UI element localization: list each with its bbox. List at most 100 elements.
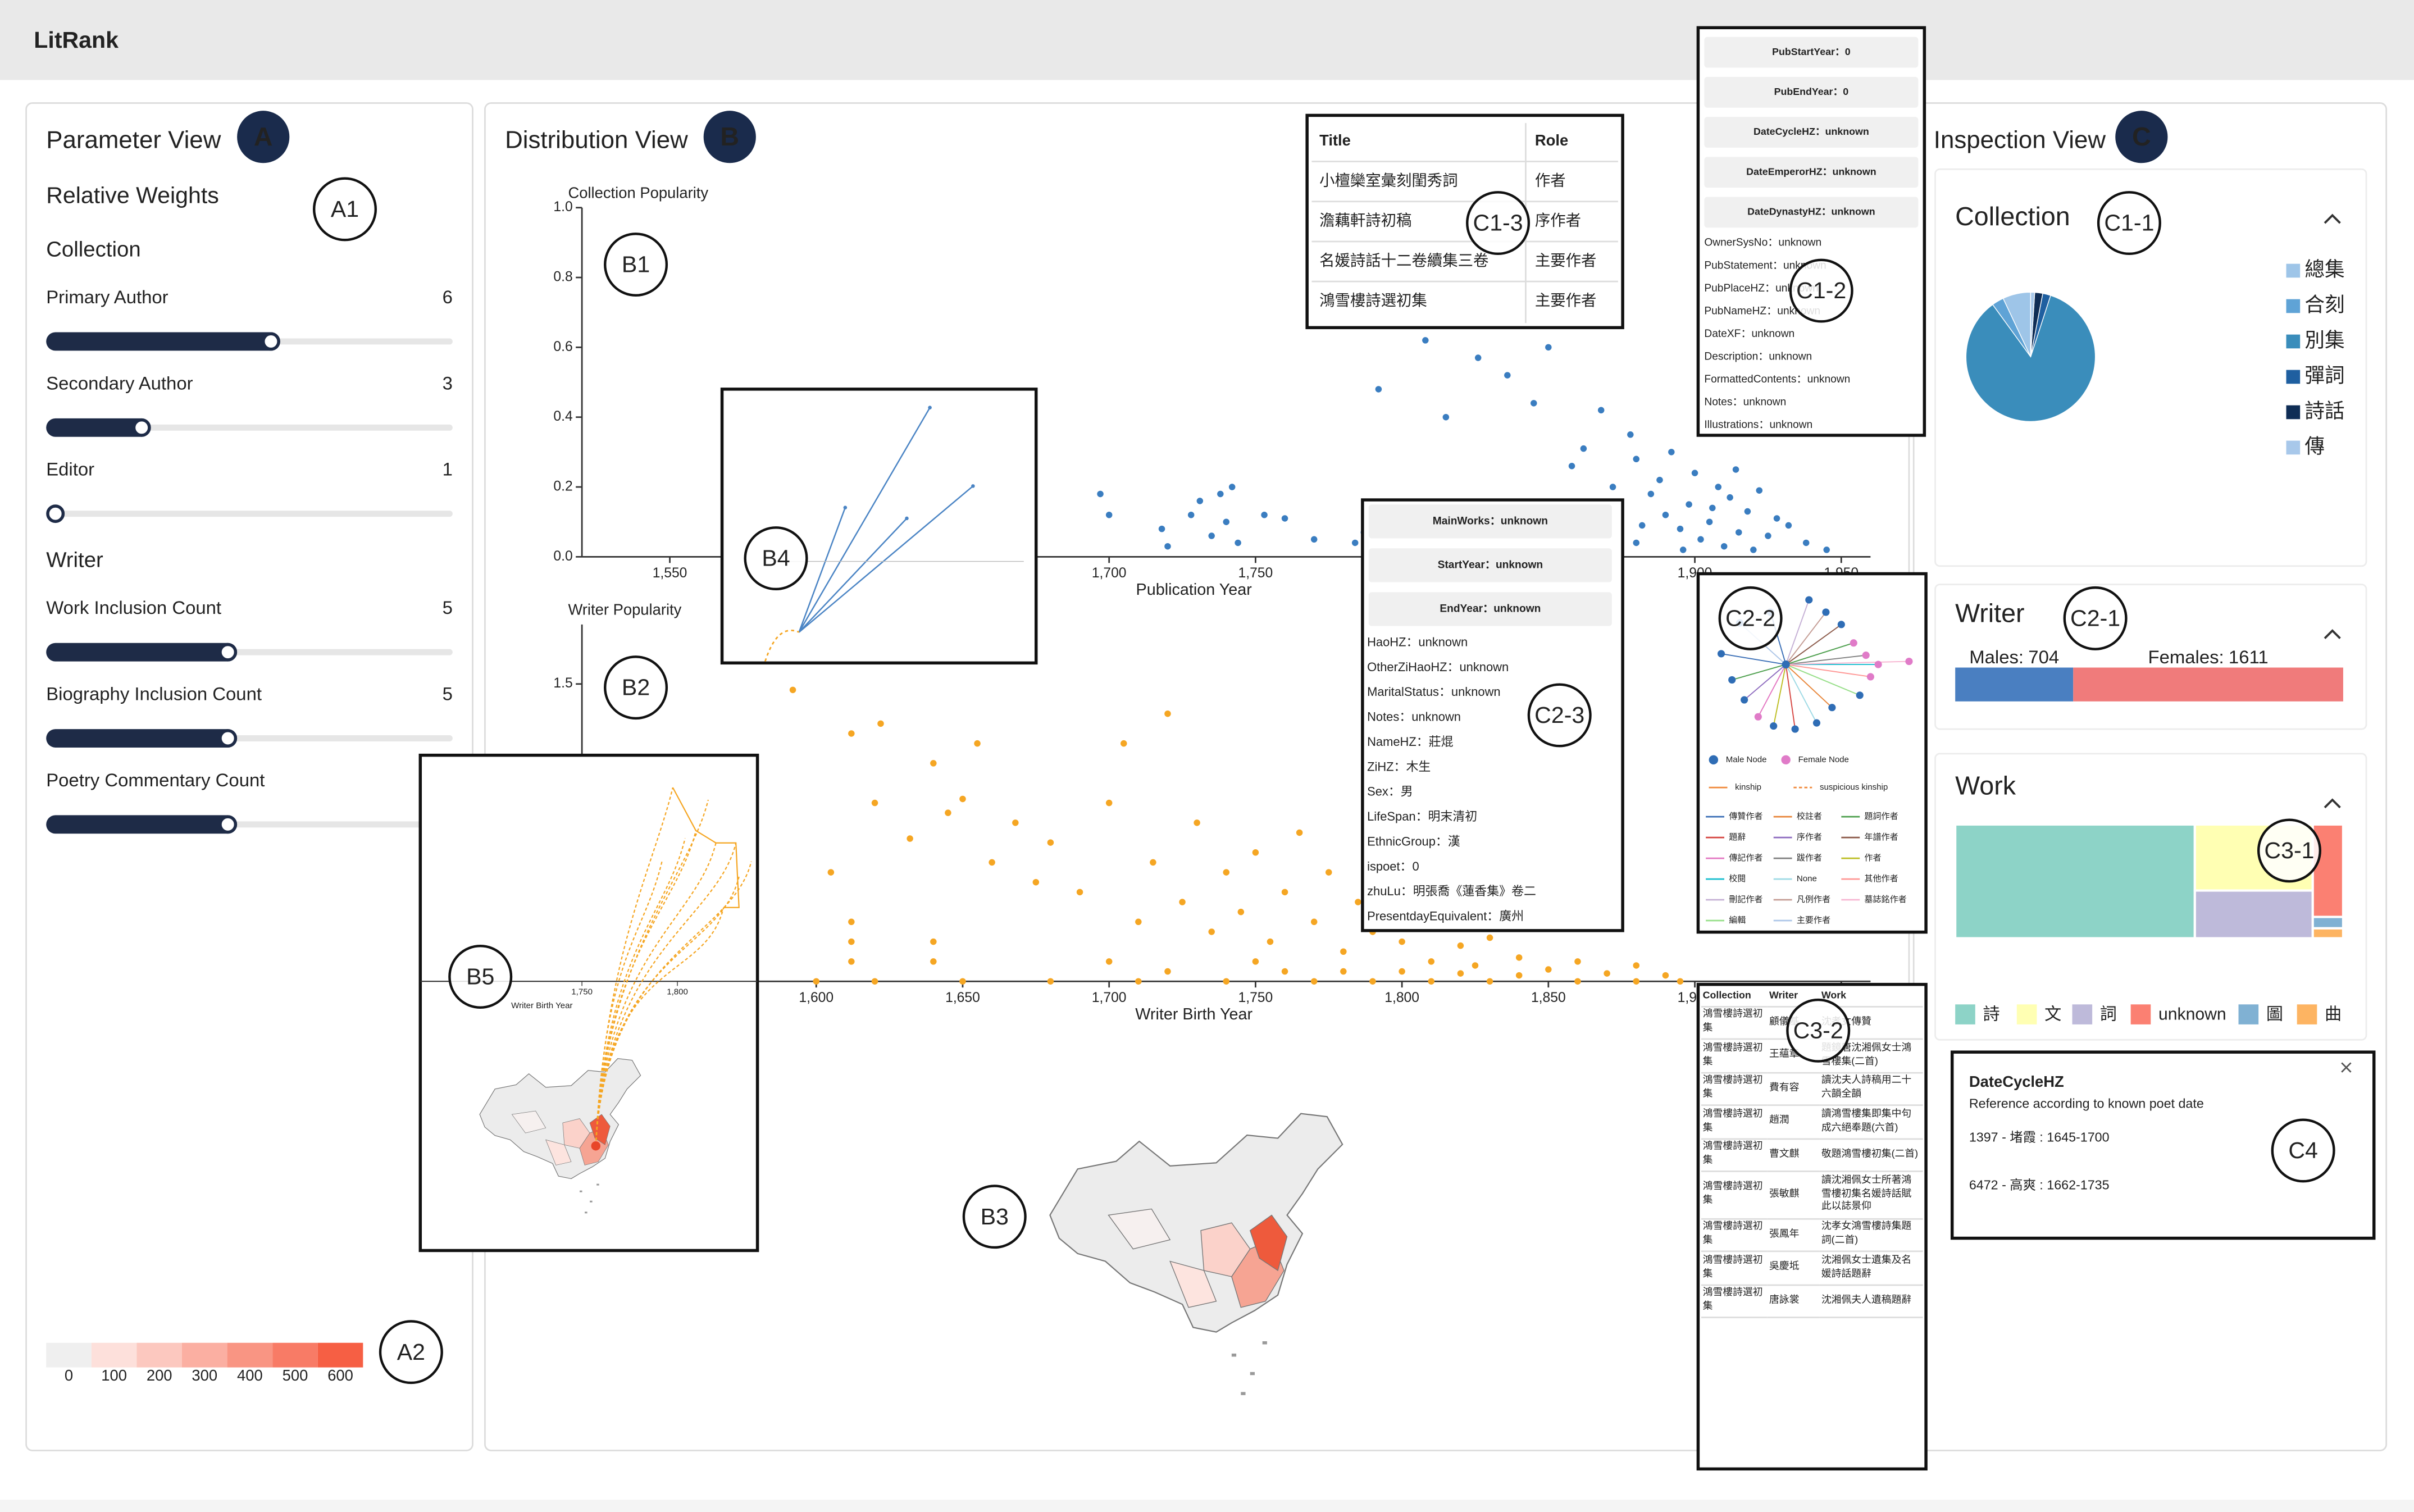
close-button[interactable] — [2341, 1062, 2352, 1073]
scatter-point — [1732, 466, 1739, 473]
detail-button-label: StartYear：unknown — [1438, 559, 1543, 571]
legend-swatch — [181, 1342, 227, 1368]
scatter-point — [1773, 515, 1780, 522]
detail-field: Description：unknown — [1704, 350, 1812, 362]
treemap-cell — [1954, 823, 2196, 940]
scatter-point — [1105, 799, 1113, 807]
inset-dot — [971, 484, 975, 488]
scatter-point — [1310, 536, 1318, 543]
slider-handle[interactable] — [218, 729, 238, 748]
map-island — [1262, 1341, 1267, 1345]
slider-handle[interactable] — [218, 815, 238, 834]
scatter-point — [959, 978, 966, 985]
migration-curve — [595, 876, 740, 1146]
tooltip-title: DateCycleHZ — [1969, 1073, 2064, 1090]
slider-handle[interactable] — [46, 504, 65, 523]
slider-handle[interactable] — [132, 418, 151, 437]
slider-handle[interactable] — [261, 332, 280, 351]
scatter-point — [930, 958, 937, 965]
inset-dot — [843, 505, 848, 510]
detail-field: Illustrations：unknown — [1704, 419, 1812, 431]
graph-node — [1741, 696, 1748, 704]
table-wrap: CollectionWriterWork鴻雪樓詩選初集顧儀基沈孝女傳贊鴻雪樓詩選… — [1701, 987, 1923, 1466]
scatter-point — [1296, 829, 1303, 836]
annotation-label: C1-3 — [1473, 210, 1523, 236]
detail-button-label: DateEmperorHZ：unknown — [1746, 166, 1876, 177]
scatter-point — [930, 938, 937, 945]
gender-label: Females: 1611 — [2148, 646, 2269, 667]
graph-node — [1805, 596, 1813, 604]
legend-swatch — [2130, 1004, 2151, 1024]
legend-swatch — [91, 1342, 137, 1368]
graph-node — [1837, 621, 1845, 629]
y-tick-label: 0.8 — [553, 270, 572, 285]
annotation-circle — [1527, 683, 1592, 748]
inset-box — [720, 388, 1038, 665]
annotation-label: A2 — [397, 1339, 425, 1365]
scatter-point — [1164, 710, 1171, 717]
scatter-point — [1574, 978, 1581, 985]
collapse-chevron — [2324, 798, 2341, 809]
table-header: Role — [1535, 131, 1568, 149]
migration-box — [672, 787, 740, 908]
detail-button — [1368, 548, 1612, 582]
table-cell: 主要作者 — [1535, 252, 1597, 269]
detail-field: PresentdayEquivalent：廣州 — [1367, 909, 1524, 923]
scatter-point — [1531, 400, 1537, 407]
migration-curve — [595, 861, 663, 1146]
legend-label: 圖 — [2266, 1005, 2283, 1023]
scatter-point — [1217, 490, 1224, 498]
graph-edge — [1744, 664, 1787, 700]
table-cell: 沈孝女鴻雪樓詩集題詞(二首) — [1820, 1218, 1923, 1253]
slider-value: 6 — [443, 286, 453, 307]
legend-swatch — [2286, 370, 2301, 384]
scatter-point — [1281, 889, 1288, 896]
annotation-label: C1-2 — [1796, 277, 1846, 303]
scatter-point — [1179, 899, 1186, 905]
scatter-point — [1076, 889, 1083, 896]
migration-curve — [595, 842, 717, 1146]
legend-tick-label: 300 — [192, 1367, 217, 1384]
map-region — [511, 1110, 546, 1133]
detail-field: NameHZ：莊焜 — [1367, 735, 1454, 749]
legend-swatch — [2286, 440, 2301, 455]
slider-handle[interactable] — [218, 643, 238, 662]
table-cell: 作者 — [1535, 171, 1566, 189]
x-tick-label: 1,550 — [653, 566, 687, 581]
scatter-point — [1150, 859, 1156, 866]
scatter-point — [877, 720, 884, 727]
slider-value: 5 — [443, 684, 453, 704]
scatter-point — [1580, 445, 1587, 452]
legend-label: 凡例作者 — [1797, 895, 1830, 904]
detail-field: LifeSpan：明末清初 — [1367, 809, 1477, 823]
view-badge-label: A — [254, 122, 273, 151]
scatter-point — [1261, 512, 1268, 518]
x-tick-label: 1,600 — [799, 990, 833, 1005]
y-tick-label: 0.4 — [553, 409, 572, 424]
scatter-point — [1691, 470, 1698, 476]
graph-node — [1717, 650, 1725, 658]
scatter-point — [1196, 498, 1204, 504]
slider-label: Biography Inclusion Count — [46, 684, 262, 704]
y-tick-label: 0.2 — [553, 479, 572, 494]
x-tick-label: 1,800 — [1384, 990, 1419, 1005]
scatter-point — [1597, 407, 1605, 414]
gender-bar — [1955, 667, 2074, 702]
treemap-cell — [2311, 916, 2344, 930]
annotation-circle — [604, 655, 668, 720]
table-cell: 名媛詩話十二卷續集三卷 — [1319, 252, 1488, 269]
y-tick-label: 0.0 — [553, 549, 572, 564]
tooltip-subtitle: Reference according to known poet date — [1969, 1096, 2204, 1110]
scatter-point — [1135, 978, 1142, 985]
slider-label: Work Inclusion Count — [46, 597, 221, 618]
inset-line — [798, 485, 974, 633]
scatter-point — [1194, 819, 1200, 826]
pie-slice — [1965, 295, 2096, 422]
scatter-point — [1340, 968, 1347, 975]
detail-button — [1704, 76, 1919, 108]
table-row: 鴻雪樓詩選初集 吳慶坻 沈湘佩女士遺集及名媛詩話題辭 — [1701, 1251, 1923, 1286]
detail-field: ispoet：0 — [1367, 859, 1419, 873]
annotation-label: B5 — [466, 964, 494, 990]
map-island — [580, 1190, 582, 1192]
scatter-point — [1744, 508, 1751, 515]
